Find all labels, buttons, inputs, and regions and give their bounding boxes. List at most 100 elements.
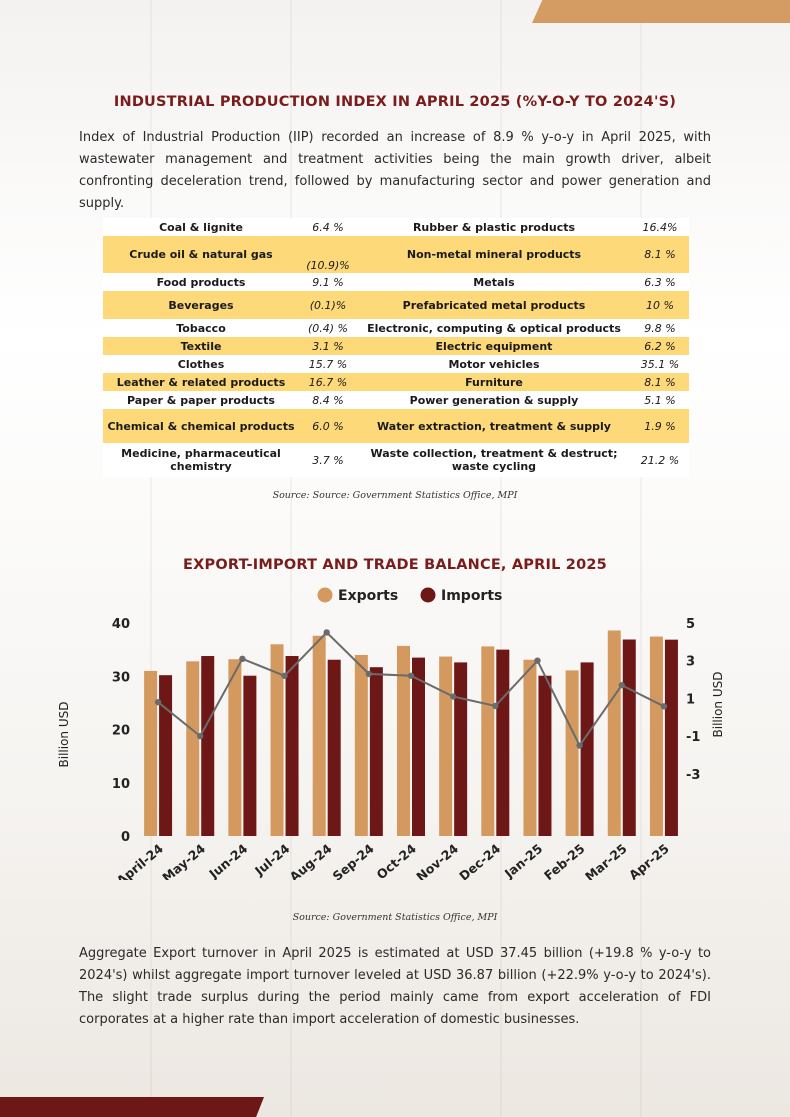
trade-balance-point [365, 670, 373, 678]
legend-label-exports: Exports [338, 588, 398, 604]
left-axis-tick-label: 30 [112, 670, 130, 685]
iip-sector-value: 3.7 % [299, 443, 357, 477]
legend-label-imports: Imports [441, 588, 502, 604]
right-axis-tick-label: 1 [686, 692, 695, 707]
iip-sector-name: Clothes [103, 355, 299, 373]
category-axis-label: Sep-24 [330, 841, 377, 880]
import-bar [201, 656, 215, 836]
import-bar [412, 657, 425, 836]
iip-sector-name: Crude oil & natural gas [103, 236, 299, 273]
iip-source: Source: Source: Government Statistics Of… [272, 490, 518, 501]
category-axis-label: Jun-24 [205, 841, 250, 880]
iip-table-row: Coal & lignite 6.4 % Rubber & plastic prod… [103, 218, 689, 236]
iip-table-row: Beverages (0.1)% Prefabricated metal produ… [103, 291, 689, 319]
trade-balance-point [618, 682, 625, 689]
iip-sector-value: 3.1 % [299, 337, 357, 355]
export-bar [607, 630, 621, 836]
trade-balance-point [407, 672, 415, 679]
iip-sector-value: 6.2 % [631, 337, 689, 355]
export-bar [144, 670, 158, 836]
export-bar [397, 645, 410, 836]
iip-sector-value: 9.8 % [631, 319, 689, 337]
iip-paragraph: Index of Industrial Production (IIP) rec… [79, 130, 711, 211]
category-axis-label: Jan-25 [501, 841, 546, 880]
trade-balance-point [154, 698, 162, 706]
iip-sector-value: 9.1 % [299, 273, 357, 291]
category-axis-label: May-24 [159, 841, 208, 880]
left-axis-tick-label: 40 [112, 617, 130, 632]
iip-sector-value: 8.1 % [631, 236, 689, 273]
iip-sector-value: 6.3 % [631, 273, 689, 291]
trade-balance-point [281, 672, 288, 679]
iip-table-row: Textile 3.1 % Electric equipment 6.2 % [103, 337, 689, 355]
iip-table: Coal & lignite 6.4 % Rubber & plastic prod… [103, 218, 689, 477]
category-axis-label: Dec-24 [456, 841, 503, 880]
export-bar [439, 656, 453, 836]
legend-swatch-exports [317, 587, 333, 603]
export-bar [523, 659, 537, 836]
import-bar [622, 639, 636, 836]
import-bar [580, 662, 594, 836]
trade-balance-point [323, 629, 330, 636]
iip-sector-name: Paper & paper products [103, 391, 299, 409]
export-bar [649, 636, 663, 836]
category-axis-label: Mar-25 [582, 841, 630, 880]
right-axis-tick-label: -3 [686, 768, 700, 783]
import-bar [159, 675, 173, 836]
trade-balance-point [197, 732, 204, 740]
right-axis-title: Billion USD [711, 672, 725, 738]
iip-sector-value: 16.7 % [299, 373, 357, 391]
export-bar [270, 644, 284, 836]
category-axis-label: Oct-24 [374, 841, 420, 880]
right-axis-tick-label: 5 [686, 617, 695, 632]
import-bar [538, 675, 552, 836]
iip-sector-name: Leather & related products [103, 373, 299, 391]
iip-sector-value: 21.2 % [631, 443, 689, 477]
left-axis-tick-label: 20 [112, 724, 130, 739]
legend-swatch-imports [420, 587, 436, 603]
iip-sector-value: 8.1 % [631, 373, 689, 391]
import-bar [496, 649, 510, 836]
iip-sector-value: 8.4 % [299, 391, 357, 409]
iip-sector-name: Furniture [357, 373, 631, 391]
iip-sector-value: 1.9 % [631, 409, 689, 443]
iip-sector-name: Power generation & supply [357, 391, 631, 409]
iip-sector-name: Textile [103, 337, 299, 355]
iip-sector-value: 10 % [631, 291, 689, 319]
trade-source: Source: Government Statistics Office, MP… [292, 912, 498, 923]
iip-sector-value: (0.4) % [299, 319, 357, 337]
trade-balance-point [492, 702, 499, 710]
import-bar [454, 662, 468, 836]
iip-sector-name: Food products [103, 273, 299, 291]
category-axis-label: Apr-25 [626, 841, 672, 880]
category-axis-label: Aug-24 [287, 841, 335, 880]
bottom-accent-bar [0, 1097, 264, 1117]
left-axis-title: Billion USD [57, 702, 71, 768]
trade-chart: Exports Imports 0 10 20 30 40 5 3 1 -1 -3 Billion US… [57, 587, 725, 880]
right-axis-tick-label: -1 [686, 730, 700, 745]
left-axis-tick-label: 0 [121, 830, 130, 845]
trade-balance-point [449, 693, 457, 700]
iip-table-row: Clothes 15.7 % Motor vehicles 35.1 % [103, 355, 689, 373]
trade-balance-point [534, 657, 541, 664]
iip-table-row: Crude oil & natural gas (10.9)% Non-metal … [103, 236, 689, 273]
iip-sector-name: Rubber & plastic products [357, 218, 631, 236]
right-axis-tick-label: 3 [686, 655, 695, 670]
export-bar [186, 661, 200, 836]
top-accent-bar [532, 0, 790, 23]
import-bar [327, 659, 341, 836]
iip-sector-value: 16.4% [631, 218, 689, 236]
import-bar [369, 667, 383, 836]
iip-sector-name: Chemical & chemical products [103, 409, 299, 443]
export-bar [565, 670, 579, 836]
iip-table-row: Chemical & chemical products 6.0 % Water e… [103, 409, 689, 443]
iip-sector-name: Waste collection, treatment & destruct; … [357, 443, 631, 477]
iip-table-row: Leather & related products 16.7 % Furnitur… [103, 373, 689, 391]
iip-sector-name: Medicine, pharmaceutical chemistry [103, 443, 299, 477]
iip-sector-value: 5.1 % [631, 391, 689, 409]
iip-sector-name: Tobacco [103, 319, 299, 337]
iip-table-row: Paper & paper products 8.4 % Power generat… [103, 391, 689, 409]
left-axis-tick-label: 10 [112, 777, 130, 792]
category-axis-label: Feb-25 [541, 841, 587, 880]
export-bar [228, 659, 242, 836]
